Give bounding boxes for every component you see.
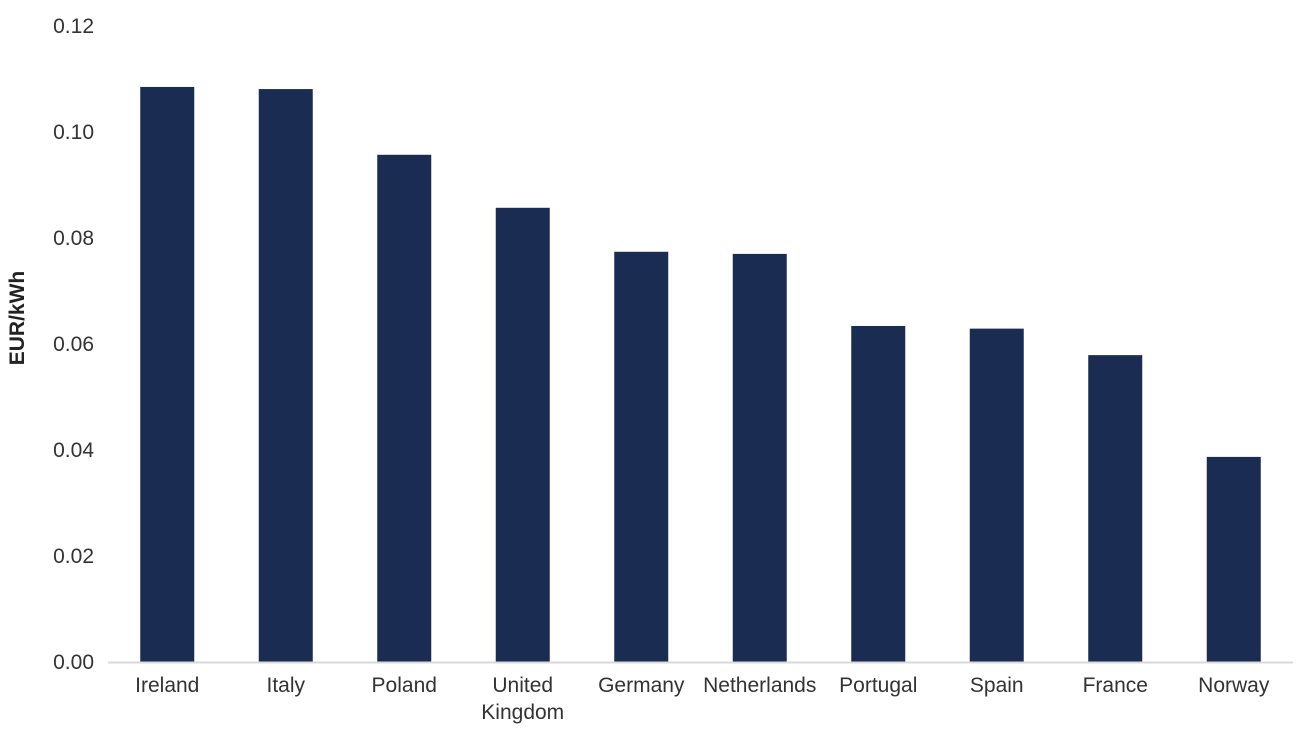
x-tick-label-line: France: [1083, 674, 1148, 697]
bar: [614, 251, 669, 662]
x-tick-label: Germany: [598, 674, 685, 697]
bar: [969, 328, 1024, 662]
bar: [1088, 355, 1143, 662]
x-tick-label-line: Poland: [372, 674, 437, 697]
x-tick-label: Poland: [372, 674, 437, 697]
y-tick-label: 0.08: [53, 227, 94, 250]
x-tick-label: United Kingdom: [481, 674, 564, 724]
x-tick-label-line: Portugal: [839, 674, 917, 697]
y-tick-label: 0.00: [53, 651, 94, 674]
x-tick-label-line: Ireland: [135, 674, 199, 697]
bar: [140, 86, 195, 662]
x-axis-labels: Ireland Italy Poland United Kingdom Germany Ne…: [135, 674, 1270, 724]
y-tick-label: 0.02: [53, 545, 94, 568]
x-tick-label-line: Netherlands: [703, 674, 816, 697]
y-tick-label: 0.12: [53, 15, 94, 38]
x-tick-label-line: United: [492, 674, 553, 697]
bar: [851, 325, 906, 662]
bar: [377, 154, 432, 663]
bars: [140, 86, 1261, 663]
bar: [1206, 456, 1261, 662]
x-tick-label: France: [1083, 674, 1148, 697]
x-tick-label: Spain: [970, 674, 1024, 697]
bar: [495, 207, 550, 663]
y-tick-label: 0.10: [53, 121, 94, 144]
x-tick-label: Netherlands: [703, 674, 816, 697]
x-tick-label: Norway: [1198, 674, 1270, 697]
x-tick-label-line: Kingdom: [481, 701, 564, 724]
x-tick-label: Portugal: [839, 674, 917, 697]
x-tick-label-line: Italy: [266, 674, 305, 697]
x-tick-label-line: Spain: [970, 674, 1024, 697]
x-tick-label-line: Germany: [598, 674, 685, 697]
y-tick-label: 0.06: [53, 333, 94, 356]
x-tick-label: Ireland: [135, 674, 199, 697]
x-tick-label: Italy: [266, 674, 305, 697]
y-tick-label: 0.04: [53, 439, 94, 462]
y-axis-title: EUR/kWh: [6, 271, 29, 366]
x-tick-label-line: Norway: [1198, 674, 1270, 697]
bar: [258, 89, 313, 662]
bar: [732, 253, 787, 662]
y-axis-ticks: 0.00 0.02 0.04 0.06 0.08 0.10 0.12: [53, 15, 94, 674]
